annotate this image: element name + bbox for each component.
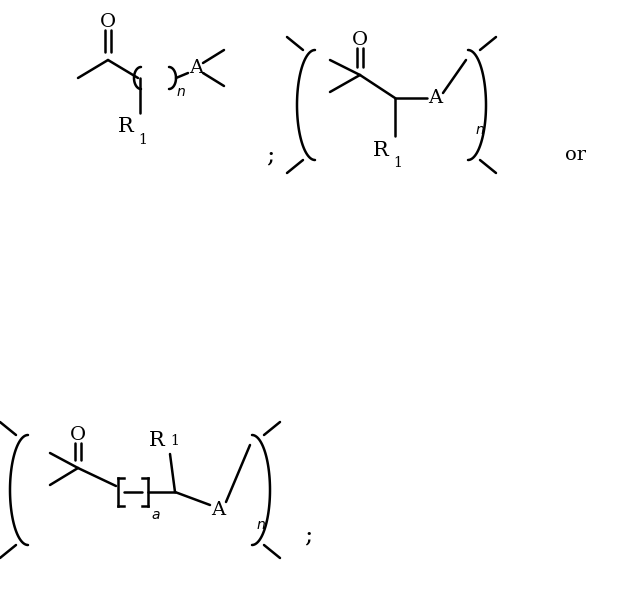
Text: O: O (70, 426, 86, 444)
Text: O: O (352, 31, 368, 49)
Text: 1: 1 (170, 434, 179, 448)
Text: A: A (189, 59, 203, 77)
Text: A: A (428, 89, 442, 107)
Text: n: n (257, 518, 266, 532)
Text: R: R (149, 431, 165, 450)
Text: 1: 1 (393, 156, 402, 170)
Text: O: O (100, 13, 116, 31)
Text: 1: 1 (138, 133, 147, 147)
Text: ;: ; (304, 524, 312, 546)
Text: a: a (151, 508, 159, 522)
Text: or: or (564, 146, 585, 164)
Text: R: R (118, 118, 134, 137)
Text: R: R (373, 140, 389, 160)
Text: n: n (476, 123, 485, 137)
Text: A: A (211, 501, 225, 519)
Text: n: n (177, 85, 186, 99)
Text: ;: ; (266, 144, 274, 166)
